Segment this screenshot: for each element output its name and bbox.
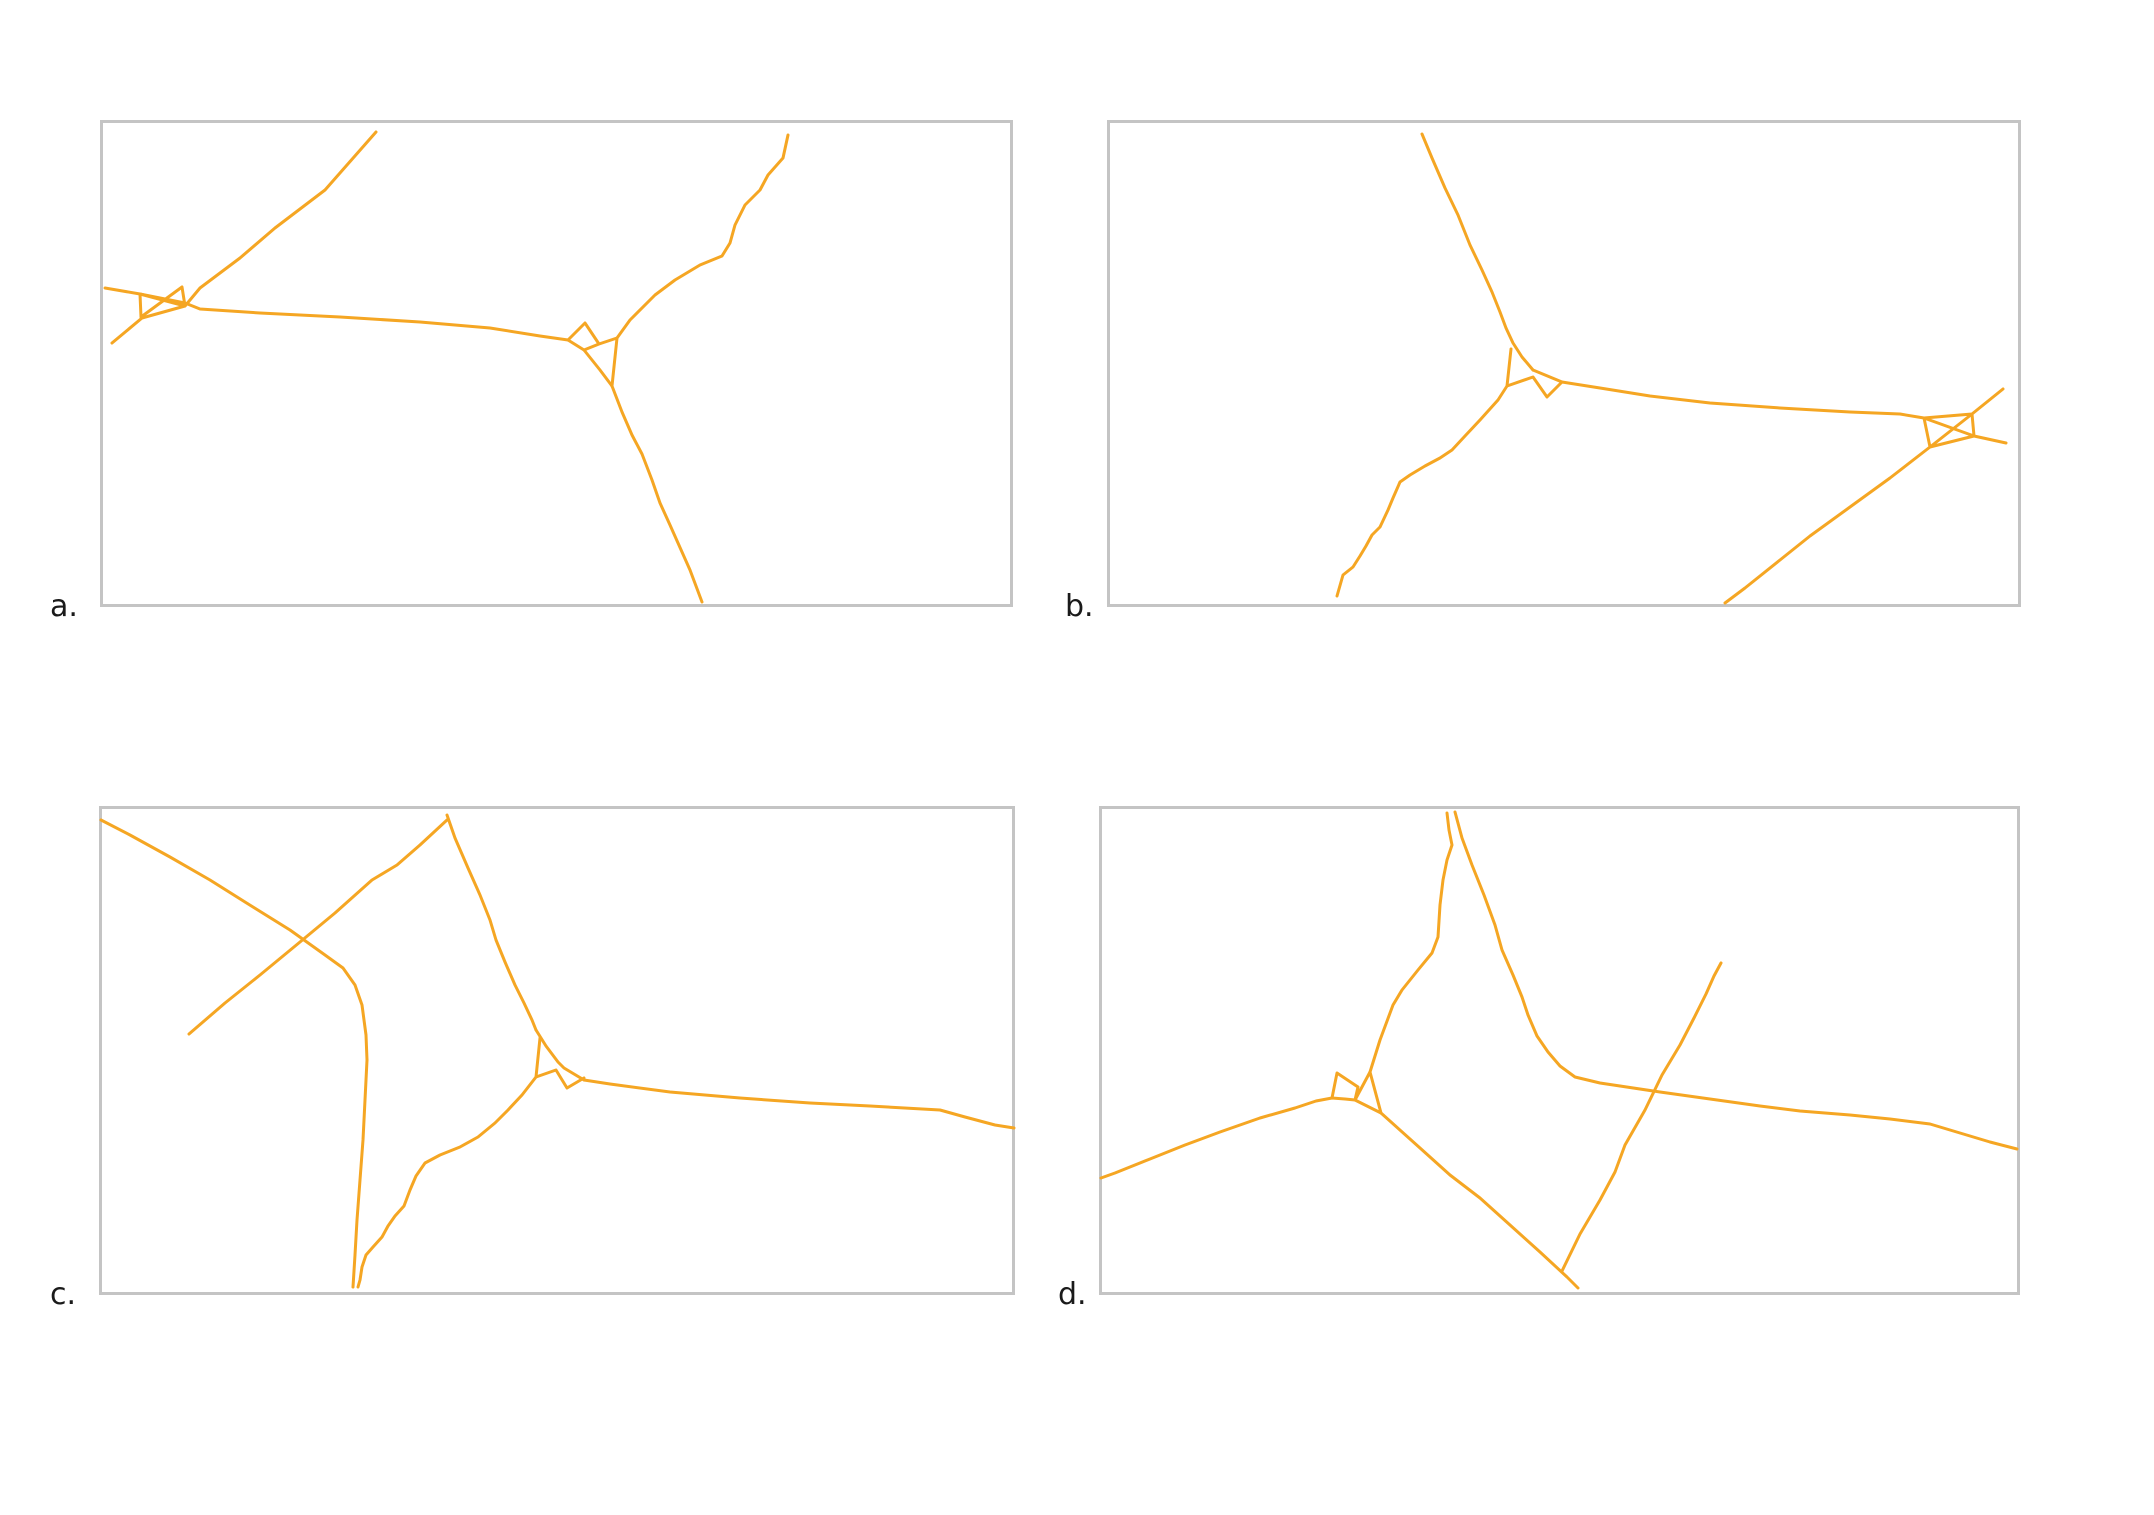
road-line [103,286,570,342]
panel-c-label: c. [50,1277,77,1312]
panel-b-roads [1335,132,2008,605]
road-line [566,321,619,388]
road-line [1560,380,1926,420]
panel-b-label: b. [1065,589,1094,624]
road-line [1335,384,1509,598]
panel-c-frame [99,806,1015,1295]
panel-c-roads [99,813,1016,1289]
road-line [1505,347,1564,399]
road-line [534,1036,586,1090]
road-line [1560,961,1723,1273]
panel-b-frame [1107,120,2021,607]
road-line [534,1028,586,1082]
road-line [1922,387,2008,449]
road-line [1379,1111,1580,1290]
panel-d-label: d. [1058,1277,1087,1312]
road-line [1618,1084,2019,1151]
road-line [1099,1096,1357,1180]
panel-a-label: a. [50,589,78,624]
road-line [138,285,187,319]
road-line [582,1078,1016,1130]
road-line [356,1075,538,1289]
road-line [615,133,790,340]
panel-d-frame [1099,806,2020,1295]
road-line [1723,445,1932,605]
road-line [1453,810,1622,1088]
road-line [1330,1070,1383,1115]
road-line [445,813,538,1032]
panel-d-roads [1099,810,2019,1290]
road-line [1420,132,1535,372]
road-line [351,1058,369,1289]
road-line [110,130,378,345]
road-line [566,338,704,604]
panel-a-frame [100,120,1013,607]
road-line [187,818,449,1036]
road-line [99,818,369,1062]
panel-a-roads [103,130,790,604]
road-line [1368,811,1454,1074]
